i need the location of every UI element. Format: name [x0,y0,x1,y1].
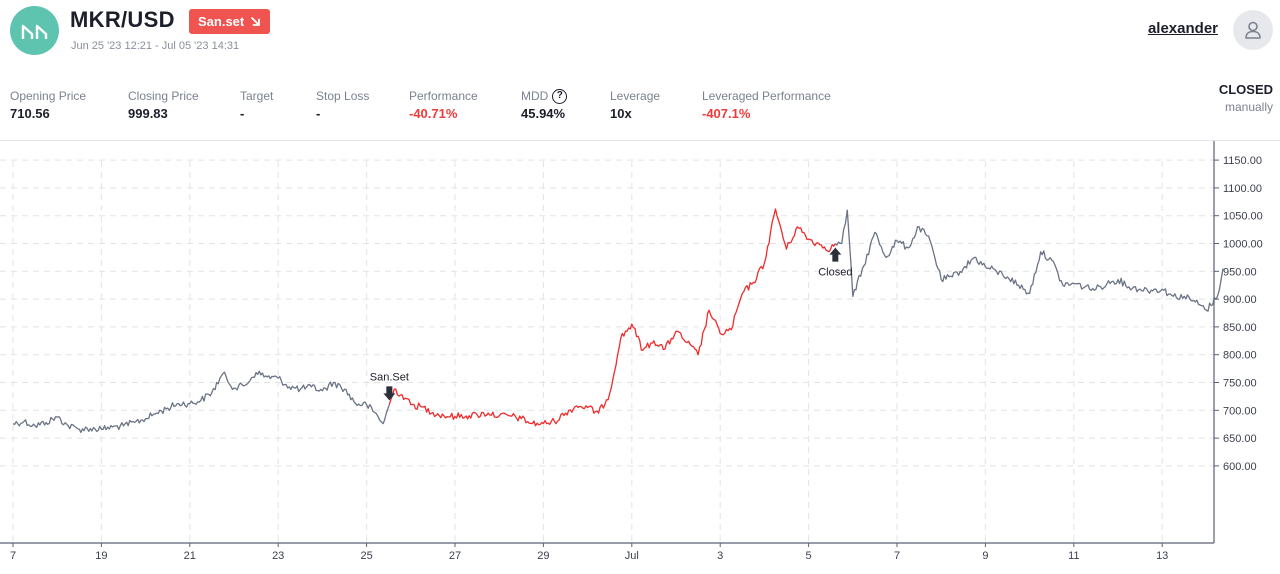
stat-label: MDD [521,89,549,103]
stat-performance: Performance -40.71% [409,86,478,121]
stat-label: Leverage [610,89,661,103]
divider [0,140,1280,141]
stat-value: -40.71% [409,106,458,121]
y-tick-label: 900.00 [1223,294,1257,306]
user-icon [1245,21,1261,39]
price-lines [12,208,1224,434]
question-circle-icon[interactable]: ? [552,88,568,104]
y-tick-label: 700.00 [1223,405,1257,417]
x-tick-label: 5 [806,550,812,562]
axes: 600.00 650.00 700.00 750.00 800.00 850.00 900.… [0,141,1263,562]
stat-value: -407.1% [702,106,751,121]
stat-label-row: MDD ? [521,86,568,106]
stat-value: 999.83 [128,106,168,121]
pair-title: MKR/USD [70,7,175,32]
signal-badge-label: San.set [198,14,245,29]
stat-label: Target [240,89,274,103]
arrow-down-icon [383,386,396,401]
x-tick-label: 7 [10,550,16,562]
arrow-down-right-icon [251,17,261,26]
y-tick-label: 1000.00 [1223,239,1263,251]
stat-label: Stop Loss [316,89,370,103]
x-tick-label: 19 [95,550,107,562]
status-title: CLOSED [1218,82,1273,97]
avatar[interactable] [1233,10,1273,50]
x-tick-label: 29 [537,550,549,562]
stat-closing-price: Closing Price 999.83 [128,86,199,121]
price-chart[interactable]: San.Set Closed 600.00 650.00 700.00 750.00 80… [0,141,1280,574]
stat-value: 710.56 [10,106,50,121]
stat-stop-loss: Stop Loss - [316,86,369,121]
y-tick-label: 650.00 [1223,433,1257,445]
x-tick-label: 3 [717,550,723,562]
grid-lines [0,159,1214,543]
x-tick-label: 23 [272,550,284,562]
stat-target: Target - [240,86,273,121]
signal-badge: San.set [189,9,271,34]
x-tick-label: 11 [1068,550,1079,562]
stat-value: 45.94% [521,106,566,121]
x-tick-label: 27 [449,550,461,562]
stat-label: Performance [409,89,478,103]
y-tick-label: 750.00 [1223,378,1257,390]
price-line [12,370,390,434]
stat-leveraged-performance: Leveraged Performance -407.1% [702,86,831,121]
x-tick-label: 21 [184,550,196,562]
x-tick-label: 25 [360,550,372,562]
stat-value: - [316,106,321,121]
status-subtitle: manually [1224,100,1273,114]
stats-bar: Opening Price 710.56 Closing Price 999.8… [0,86,1280,126]
trade-price-line [388,208,836,427]
price-line [834,209,1224,312]
trade-status: CLOSED manually [1219,82,1273,114]
arrow-up-icon [829,247,842,262]
annotation-label: San.Set [370,371,409,383]
stat-value: - [240,106,245,121]
stat-label: Leveraged Performance [702,89,831,103]
stat-opening-price: Opening Price 710.56 [10,86,86,121]
y-tick-label: 850.00 [1223,322,1257,334]
annotations: San.Set Closed [370,247,852,401]
stat-mdd: MDD ? 45.94% [521,86,568,121]
y-tick-label: 1050.00 [1223,211,1263,223]
y-tick-label: 800.00 [1223,350,1257,362]
stat-leverage: Leverage 10x [610,86,660,121]
date-range: Jun 25 '23 12:21 - Jul 05 '23 14:31 [71,40,240,52]
x-tick-label: 7 [894,550,900,562]
stat-value: 10x [610,106,632,121]
x-tick-label: 9 [982,550,988,562]
maker-logo-icon [10,6,59,55]
y-tick-label: 600.00 [1223,461,1257,473]
x-tick-label: 13 [1156,550,1168,562]
y-tick-label: 950.00 [1223,266,1257,278]
annotation-label: Closed [818,267,852,279]
stat-label: Opening Price [10,89,87,103]
y-tick-label: 1150.00 [1223,155,1262,167]
y-tick-label: 1100.00 [1223,183,1262,195]
username-link[interactable]: alexander [1147,20,1218,37]
stat-label: Closing Price [128,89,199,103]
x-tick-label: Jul [625,550,639,562]
header: MKR/USD San.set Jun 25 '23 12:21 - Jul 0… [0,0,1280,62]
